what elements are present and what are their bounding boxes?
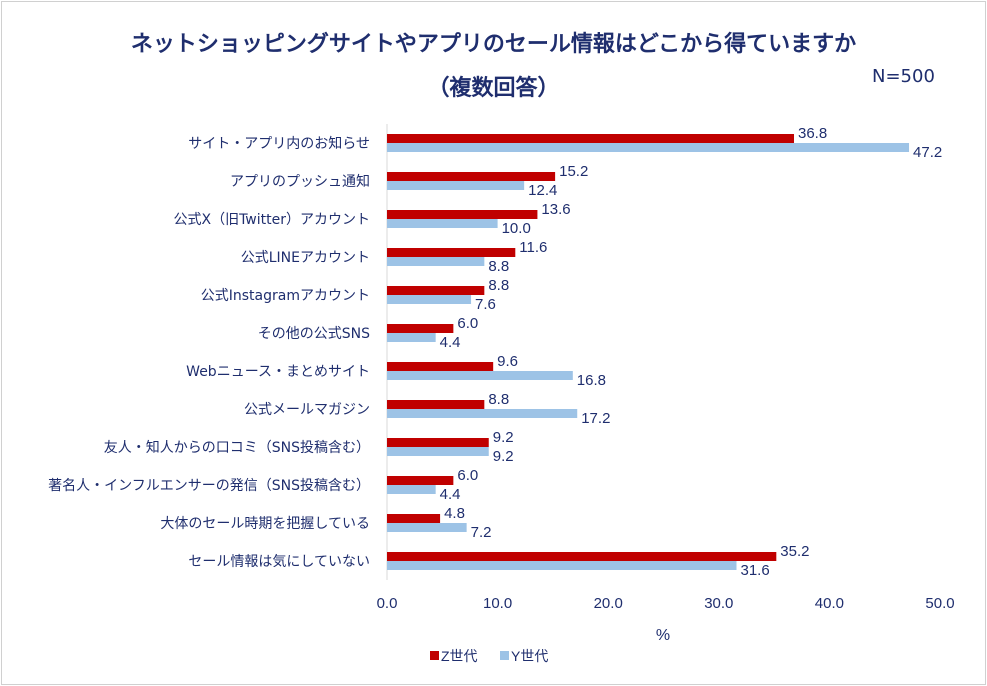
- chart-title: ネットショッピングサイトやアプリのセール情報はどこから得ていますか: [130, 32, 857, 57]
- category-label: 大体のセール時期を把握している: [160, 516, 370, 532]
- data-label: 7.6: [475, 296, 496, 313]
- data-label: 6.0: [457, 315, 478, 332]
- legend-label: Z世代: [441, 648, 478, 664]
- bar-z: [387, 514, 441, 523]
- bar-z: [387, 172, 556, 181]
- legend-swatch: [500, 651, 509, 660]
- legend-label: Y世代: [511, 648, 548, 664]
- data-label: 9.6: [497, 353, 518, 370]
- category-label: サイト・アプリ内のお知らせ: [188, 135, 370, 152]
- x-tick-label: 30.0: [704, 595, 733, 612]
- x-tick-label: 20.0: [594, 595, 623, 612]
- x-tick-label: 10.0: [483, 595, 512, 612]
- bar-z: [387, 400, 485, 409]
- data-label: 9.2: [493, 429, 514, 446]
- category-label: 公式Instagramアカウント: [201, 288, 370, 304]
- bar-y: [387, 447, 489, 456]
- legend-swatch: [430, 651, 439, 660]
- data-label: 4.4: [440, 334, 461, 351]
- bar-z: [387, 438, 489, 447]
- data-label: 12.4: [528, 182, 557, 199]
- category-label: 友人・知人からの口コミ（SNS投稿含む）: [104, 439, 370, 456]
- bar-z: [387, 248, 516, 257]
- x-axis-label: %: [656, 627, 670, 644]
- data-label: 15.2: [559, 163, 588, 180]
- bar-y: [387, 485, 436, 494]
- bar-y: [387, 409, 578, 418]
- data-label: 11.6: [519, 239, 547, 256]
- bar-y: [387, 333, 436, 342]
- category-label: セール情報は気にしていない: [188, 554, 370, 570]
- category-label: 公式X（旧Twitter）アカウント: [173, 212, 370, 228]
- data-label: 9.2: [493, 448, 514, 465]
- bar-z: [387, 134, 795, 143]
- data-label: 47.2: [913, 144, 942, 161]
- data-label: 6.0: [457, 467, 478, 484]
- x-tick-label: 40.0: [815, 595, 844, 612]
- bar-z: [387, 552, 777, 561]
- bar-y: [387, 181, 525, 190]
- x-tick-label: 0.0: [377, 595, 398, 612]
- data-label: 8.8: [488, 277, 509, 294]
- bar-z: [387, 210, 538, 219]
- category-label: アプリのプッシュ通知: [230, 173, 370, 190]
- data-label: 10.0: [502, 220, 531, 237]
- data-label: 31.6: [740, 562, 769, 579]
- bar-y: [387, 523, 467, 532]
- bar-y: [387, 295, 472, 304]
- category-label: 公式LINEアカウント: [241, 250, 370, 266]
- category-label: Webニュース・まとめサイト: [186, 364, 370, 380]
- sample-size: N=500: [872, 66, 935, 87]
- bar-y: [387, 371, 573, 380]
- data-label: 4.8: [444, 505, 465, 522]
- data-label: 13.6: [541, 201, 570, 218]
- bar-y: [387, 561, 737, 570]
- data-label: 17.2: [581, 410, 610, 427]
- data-label: 35.2: [780, 543, 809, 560]
- chart-subtitle: （複数回答）: [427, 76, 560, 101]
- x-tick-label: 50.0: [925, 595, 954, 612]
- data-label: 4.4: [440, 486, 461, 503]
- bar-y: [387, 219, 498, 228]
- category-label: 公式メールマガジン: [244, 402, 370, 418]
- bar-z: [387, 324, 454, 333]
- data-label: 8.8: [488, 391, 509, 408]
- bar-y: [387, 257, 485, 266]
- data-label: 16.8: [577, 372, 606, 389]
- category-label: 著名人・インフルエンサーの発信（SNS投稿含む）: [48, 478, 370, 494]
- data-label: 8.8: [488, 258, 509, 275]
- bar-z: [387, 476, 454, 485]
- bar-y: [387, 143, 910, 152]
- data-label: 36.8: [798, 125, 827, 142]
- bar-z: [387, 362, 494, 371]
- data-label: 7.2: [471, 524, 492, 541]
- category-label: その他の公式SNS: [258, 326, 370, 342]
- bar-z: [387, 286, 485, 295]
